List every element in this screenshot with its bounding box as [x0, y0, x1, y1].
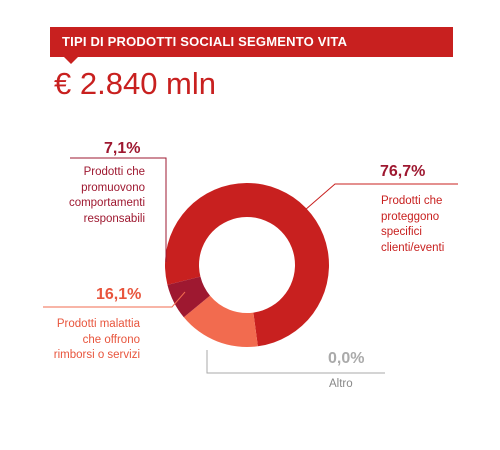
donut-slice-behavior	[167, 276, 211, 318]
donut-slice-protect	[164, 182, 329, 347]
leader-line-illness	[43, 291, 186, 308]
pct-label-other: 0,0%	[328, 350, 365, 367]
slice-label-protect: Prodotti che proteggono specifici client…	[381, 195, 445, 254]
pct-label-behavior: 7,1%	[104, 140, 141, 157]
title-banner	[50, 27, 453, 57]
slice-label-behavior: Prodotti che promuovono comportamenti re…	[68, 166, 145, 225]
pct-label-illness: 16,1%	[96, 286, 142, 303]
pct-label-protect: 76,7%	[380, 163, 426, 180]
chart-title: TIPI DI PRODOTTI SOCIALI SEGMENTO VITA	[62, 34, 348, 49]
leader-line-protect	[304, 183, 458, 211]
donut-slice-illness	[183, 295, 258, 347]
slice-label-illness: Prodotti malattia che offrono rimborsi o…	[53, 318, 140, 361]
slice-label-other: Altro	[329, 378, 353, 390]
donut-slices	[164, 182, 329, 347]
leader-line-other	[206, 350, 385, 374]
banner-pointer	[64, 57, 78, 64]
leader-line-behavior	[70, 157, 167, 262]
total-amount: € 2.840 mln	[54, 66, 216, 101]
